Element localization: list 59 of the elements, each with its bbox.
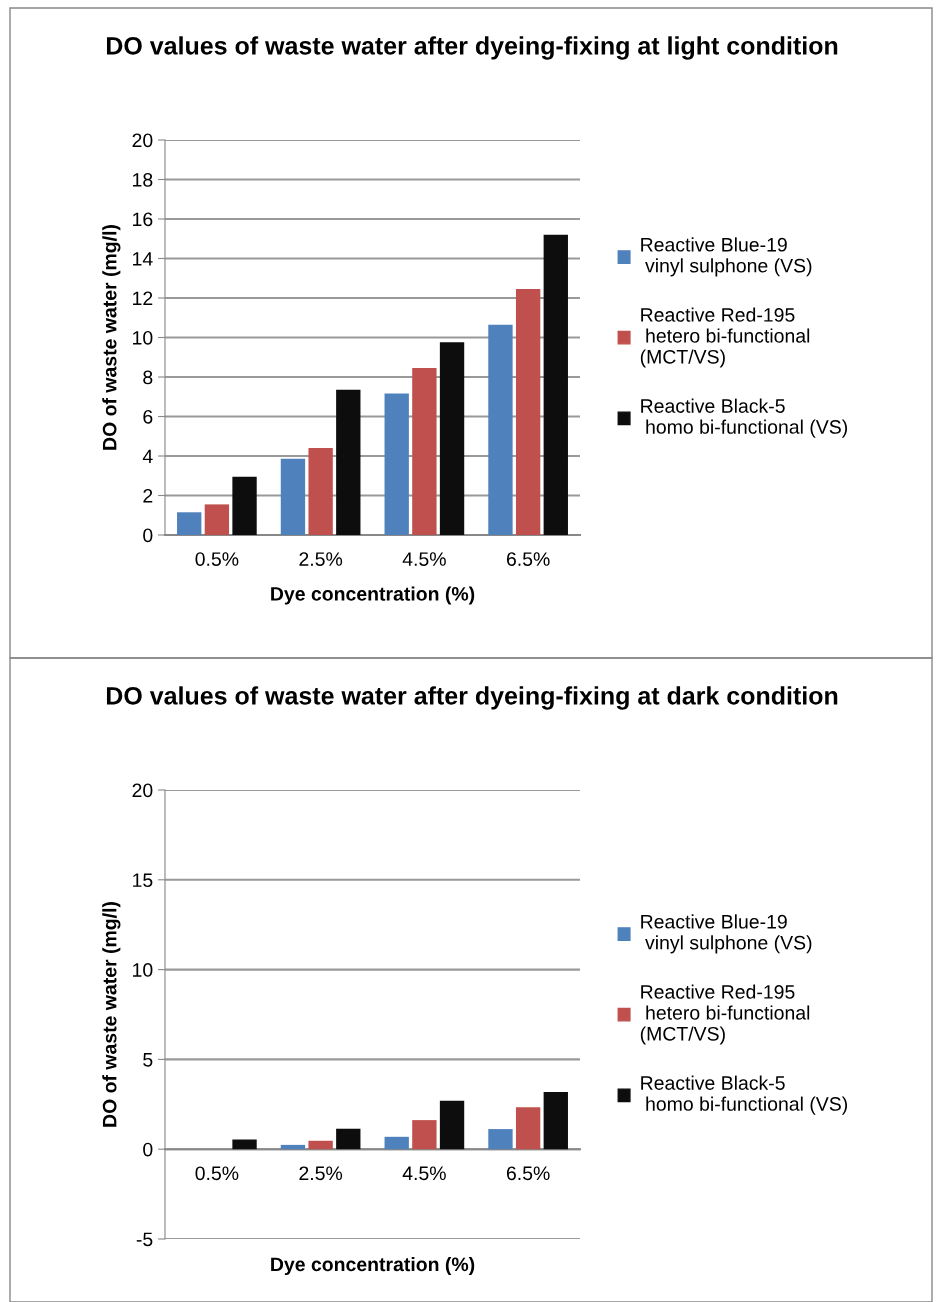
bar [412,367,437,535]
y-tick-label: 10 [133,330,153,345]
bar [384,1136,409,1150]
y-tick-label: 0 [143,528,153,543]
x-tick-label: 6.5% [506,552,550,566]
x-tick-label: 4.5% [402,552,446,566]
y-tick-label: 12 [133,291,153,306]
bar [515,288,541,535]
x-axis-title: Dye concentration (%) [271,586,475,605]
bar [232,476,257,535]
x-tick-label: 0.5% [195,552,239,566]
bar [280,458,306,535]
legend-label: Reactive Black-5 homo bi-functional (VS) [641,398,848,438]
bar [488,1129,513,1150]
y-tick-label: 0 [143,1142,153,1157]
legend-label: Reactive Red-195 hetero bi-functional (MCT/VS) [640,307,810,368]
y-tick-label: 8 [143,370,153,385]
y-tick-label: 20 [132,783,153,798]
bar [543,1091,568,1150]
y-tick-label: 20 [132,133,153,148]
y-tick-label: 10 [133,963,153,977]
y-tick-label: 4 [142,449,153,464]
bar [439,1100,465,1150]
bar [412,1120,437,1150]
x-tick-label: 2.5% [299,552,343,566]
y-tick-label: 18 [133,172,153,187]
legend-label: Reactive Red-195 hetero bi-functional (MCT/VS) [640,984,810,1045]
bar [336,1128,361,1150]
bar [232,1139,257,1150]
y-tick-label: 5 [143,1053,153,1067]
bar [177,512,202,535]
y-tick-label: 14 [133,252,153,266]
y-axis-title: DO of waste water (mg/l) [102,902,121,1127]
y-tick-label: 16 [133,212,153,227]
chart-title: DO values of waste water after dyeing-fixing at dark condition [106,686,838,710]
y-tick-label: 2 [143,488,153,503]
x-tick-label: 0.5% [195,1166,239,1181]
x-tick-label: 6.5% [506,1166,550,1181]
bar [543,234,568,535]
bar [384,393,409,535]
y-axis-title: DO of waste water (mg/l) [102,225,121,450]
x-axis-title: Dye concentration (%) [271,1256,475,1276]
bar [488,324,513,535]
bar [308,448,333,535]
bar [280,1144,306,1150]
legend-label: Reactive Black-5 homo bi-functional (VS) [641,1075,848,1115]
x-tick-label: 2.5% [299,1166,343,1181]
bar [439,342,465,535]
bar [204,504,230,535]
bar [308,1140,333,1150]
chart-title: DO values of waste water after dyeing-fixing at light condition [106,36,838,60]
x-tick-label: 4.5% [402,1166,446,1181]
legend-label: Reactive Blue-19 vinyl sulphone (VS) [641,237,812,277]
y-tick-label: 15 [133,873,153,888]
bar [336,389,361,535]
legend-label: Reactive Blue-19 vinyl sulphone (VS) [641,914,812,954]
y-tick-label: -5 [136,1232,153,1247]
y-tick-label: 6 [143,409,153,424]
bar [515,1107,541,1150]
